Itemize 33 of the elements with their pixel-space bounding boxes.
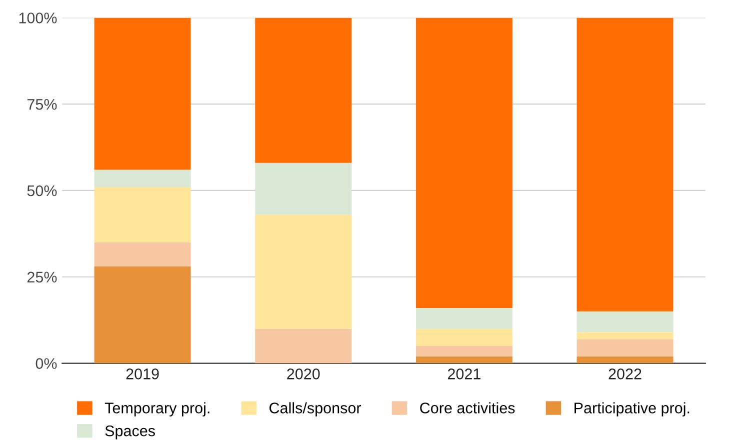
bar [94, 187, 191, 242]
legend-label: Calls/sponsor [270, 402, 362, 416]
bar [94, 18, 191, 170]
bar [576, 332, 674, 340]
bar [255, 162, 352, 215]
bar [416, 346, 512, 356]
x-tick-label: 2020 [287, 368, 320, 380]
y-tick-label: 75% [27, 99, 57, 110]
bar [416, 356, 512, 364]
bar [94, 242, 191, 267]
bar [94, 266, 191, 364]
bar [416, 328, 512, 346]
legend-label: Temporary proj. [104, 402, 210, 416]
bar [576, 18, 674, 312]
bar [576, 356, 674, 364]
x-tick-label: 2019 [126, 368, 159, 380]
y-tick-label: 100% [19, 12, 57, 24]
bar [576, 311, 674, 332]
bar [255, 328, 352, 364]
y-tick-label: 25% [27, 272, 57, 283]
y-tick-label: 0% [36, 358, 57, 369]
y-tick-label: 50% [27, 185, 57, 196]
bar [416, 18, 512, 308]
legend-label: Core activities [420, 402, 515, 414]
bar [94, 170, 191, 188]
bar [416, 308, 512, 329]
bar [576, 339, 674, 356]
legend-label: Participative proj. [574, 402, 690, 416]
x-tick-label: 2021 [448, 368, 480, 380]
bar [255, 214, 352, 329]
bar [255, 18, 352, 163]
legend-label: Spaces [105, 425, 155, 440]
x-tick-label: 2022 [608, 368, 642, 380]
